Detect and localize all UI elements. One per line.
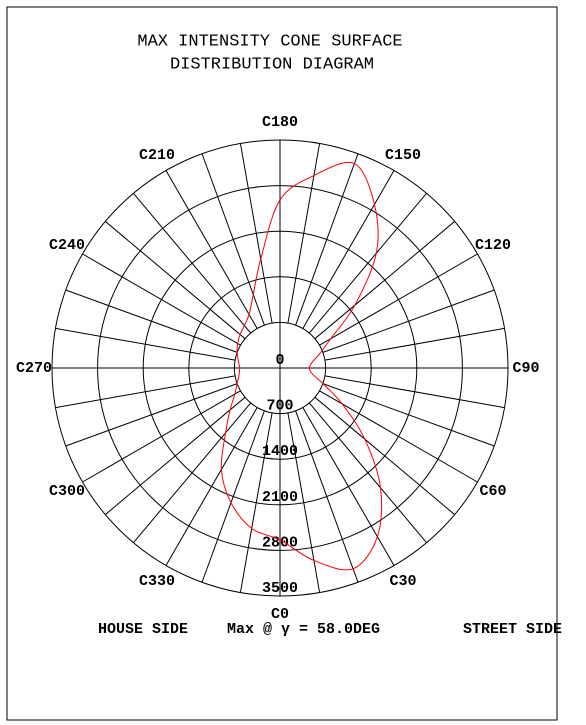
- r-tick-label: 700: [266, 398, 293, 415]
- angle-label: C240: [49, 237, 85, 254]
- ring: [233, 321, 327, 415]
- angle-label: C300: [49, 483, 85, 500]
- r-tick-label: 2100: [262, 489, 298, 506]
- title-line: MAX INTENSITY CONE SURFACE: [137, 32, 402, 51]
- r-tick-label: 1400: [262, 443, 298, 460]
- angle-label: C330: [139, 573, 175, 590]
- ring: [51, 139, 509, 597]
- ring: [188, 276, 372, 460]
- intensity-curve: [220, 161, 383, 571]
- r-tick-label: 0: [275, 352, 284, 369]
- r-tick-label: 3500: [262, 580, 298, 597]
- ring: [97, 185, 463, 551]
- angle-label: C210: [139, 147, 175, 164]
- annotation: STREET SIDE: [463, 621, 562, 638]
- angle-label: C150: [385, 147, 421, 164]
- frame: [6, 6, 558, 721]
- annotation: Max @ γ = 58.0DEG: [227, 621, 380, 638]
- angle-label: C90: [512, 360, 539, 377]
- r-tick-label: 2800: [262, 534, 298, 551]
- annotation: HOUSE SIDE: [98, 621, 188, 638]
- angle-label: C0: [271, 606, 289, 623]
- ring: [142, 230, 418, 506]
- angle-label: C180: [262, 114, 298, 131]
- angle-label: C60: [480, 483, 507, 500]
- angle-label: C30: [389, 573, 416, 590]
- title-line: DISTRIBUTION DIAGRAM: [170, 55, 374, 74]
- angle-label: C270: [16, 360, 52, 377]
- angle-label: C120: [475, 237, 511, 254]
